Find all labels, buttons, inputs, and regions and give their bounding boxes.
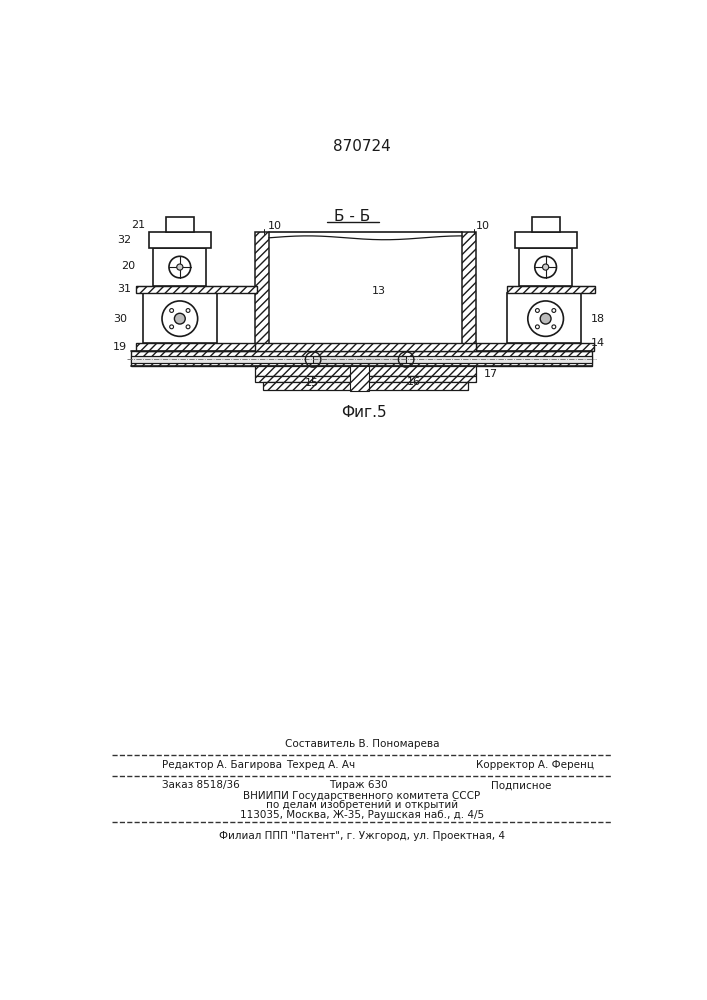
Text: 31: 31: [117, 284, 131, 294]
Text: 113035, Москва, Ж-35, Раушская наб., д. 4/5: 113035, Москва, Ж-35, Раушская наб., д. …: [240, 810, 484, 820]
Bar: [263, 382, 468, 389]
Text: 30: 30: [113, 314, 127, 324]
Text: Фиг.5: Фиг.5: [341, 405, 386, 420]
Text: 18: 18: [590, 314, 604, 324]
Circle shape: [540, 313, 551, 324]
Text: Редактор А. Багирова: Редактор А. Багирова: [162, 760, 282, 770]
Circle shape: [175, 313, 185, 324]
Text: 16: 16: [407, 377, 421, 387]
Circle shape: [542, 264, 549, 270]
Text: 14: 14: [590, 338, 604, 348]
Text: 870724: 870724: [333, 139, 391, 154]
Text: 20: 20: [121, 261, 135, 271]
Text: Составитель В. Пономарева: Составитель В. Пономарева: [285, 739, 439, 749]
Circle shape: [177, 264, 183, 270]
Text: по делам изобретений и открытий: по делам изобретений и открытий: [266, 800, 458, 810]
Text: 21: 21: [131, 220, 145, 230]
Bar: [136, 343, 257, 351]
Bar: [351, 366, 369, 391]
Bar: [255, 232, 269, 351]
Bar: [476, 343, 594, 351]
Bar: [136, 286, 257, 293]
Bar: [149, 232, 211, 248]
Bar: [519, 248, 572, 286]
Text: 32: 32: [117, 235, 131, 245]
Bar: [507, 293, 581, 343]
Text: 10: 10: [476, 221, 490, 231]
Text: Филиал ППП "Патент", г. Ужгород, ул. Проектная, 4: Филиал ППП "Патент", г. Ужгород, ул. Про…: [219, 831, 505, 841]
Text: Б - Б: Б - Б: [334, 209, 370, 224]
Bar: [313, 356, 406, 363]
Text: Техред А. Ач: Техред А. Ач: [286, 760, 355, 770]
Bar: [131, 351, 592, 366]
Text: 13: 13: [372, 286, 386, 296]
Bar: [153, 248, 206, 286]
Text: Заказ 8518/36: Заказ 8518/36: [162, 780, 240, 790]
Bar: [255, 376, 476, 382]
Bar: [255, 366, 476, 376]
Bar: [507, 286, 595, 293]
Text: 19: 19: [113, 342, 127, 352]
Text: 17: 17: [484, 369, 498, 379]
Bar: [532, 217, 559, 232]
Text: Корректор А. Ференц: Корректор А. Ференц: [476, 760, 594, 770]
Bar: [143, 293, 217, 343]
Text: Подписное: Подписное: [491, 780, 551, 790]
Text: 15: 15: [305, 378, 319, 388]
Bar: [255, 343, 476, 351]
Bar: [131, 356, 592, 363]
Bar: [515, 232, 577, 248]
Text: ВНИИПИ Государственного комитета СССР: ВНИИПИ Государственного комитета СССР: [243, 791, 481, 801]
Bar: [462, 232, 476, 351]
Text: Тираж 630: Тираж 630: [329, 780, 387, 790]
Bar: [166, 217, 194, 232]
Text: 10: 10: [268, 221, 282, 231]
